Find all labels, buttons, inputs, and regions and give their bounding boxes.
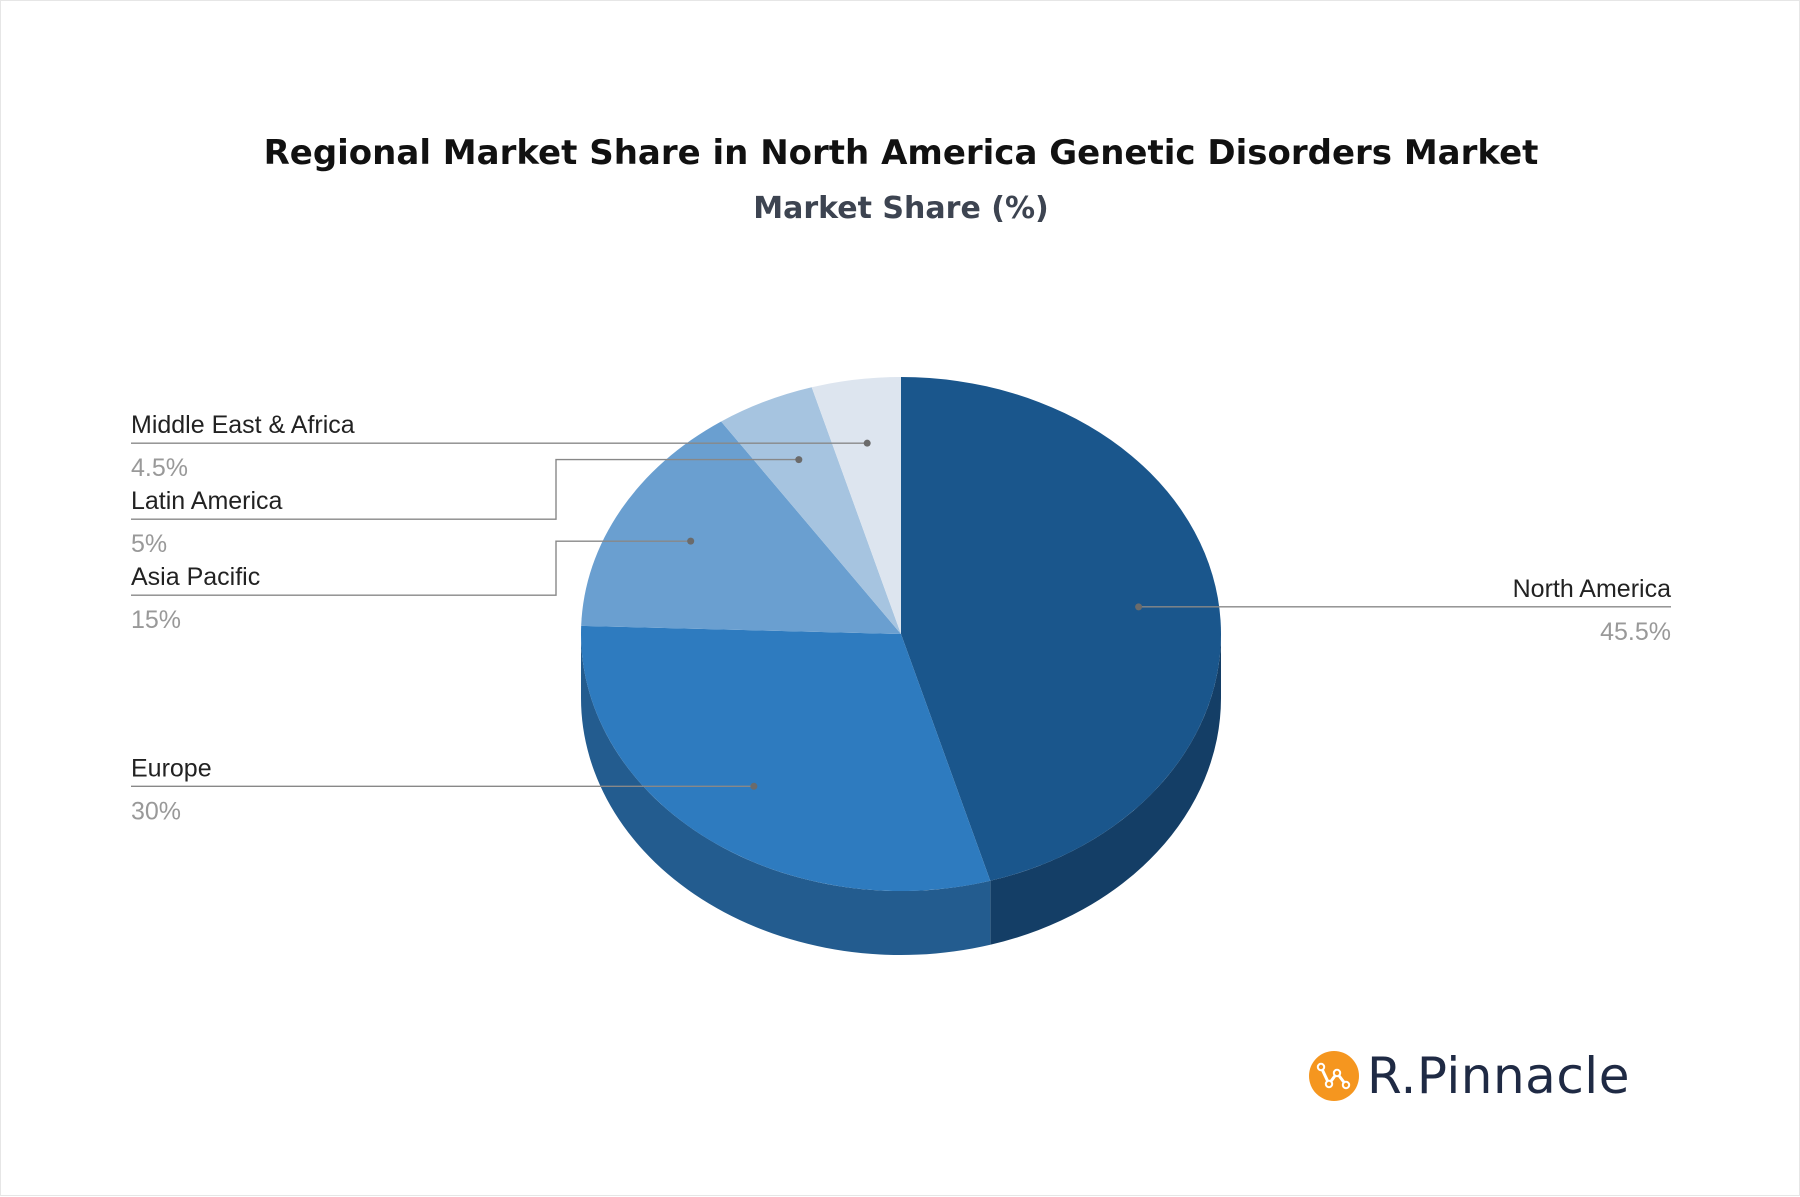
slice-value-north-america: 45.5% bbox=[1600, 618, 1671, 646]
slice-label-europe: Europe bbox=[131, 754, 212, 782]
brand-name: R.Pinnacle bbox=[1367, 1047, 1630, 1105]
slice-middle-east-africa[interactable] bbox=[811, 377, 901, 634]
slice-label-north-america: North America bbox=[1513, 575, 1671, 603]
slice-value-europe: 30% bbox=[131, 797, 181, 825]
brand-logo-icon bbox=[1309, 1051, 1359, 1101]
leader-dot-latin-america bbox=[795, 456, 803, 464]
slice-label-latin-america: Latin America bbox=[131, 487, 283, 515]
slice-europe[interactable] bbox=[580, 625, 991, 891]
slice-asia-pacific[interactable] bbox=[581, 421, 901, 634]
leader-dot-north-america bbox=[1135, 603, 1143, 611]
chart-subtitle: Market Share (%) bbox=[753, 191, 1049, 226]
leader-line-latin-america bbox=[131, 458, 799, 520]
slice-value-middle-east-africa: 4.5% bbox=[131, 454, 188, 482]
slice-value-asia-pacific: 15% bbox=[131, 606, 181, 634]
chart-title: Regional Market Share in North America G… bbox=[263, 133, 1539, 173]
leader-line-asia-pacific bbox=[131, 540, 691, 596]
slice-label-asia-pacific: Asia Pacific bbox=[131, 563, 260, 591]
brand: R.Pinnacle bbox=[1309, 1041, 1630, 1111]
slice-label-middle-east-africa: Middle East & Africa bbox=[131, 411, 355, 439]
leader-dot-middle-east-africa bbox=[863, 439, 871, 447]
slice-side-north-america bbox=[990, 634, 1221, 945]
leader-dot-europe bbox=[750, 782, 758, 790]
leader-dot-asia-pacific bbox=[687, 537, 695, 545]
slice-latin-america[interactable] bbox=[721, 387, 901, 634]
slice-north-america[interactable] bbox=[901, 377, 1222, 881]
slice-value-latin-america: 5% bbox=[131, 530, 167, 558]
slice-side-europe bbox=[581, 634, 991, 956]
